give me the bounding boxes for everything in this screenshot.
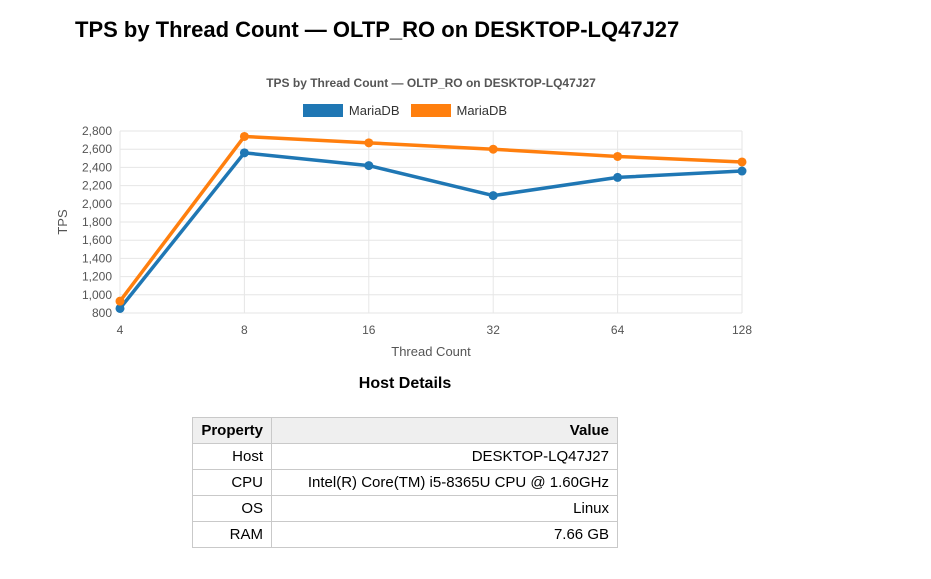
page-title: TPS by Thread Count — OLTP_RO on DESKTOP… — [75, 17, 680, 42]
x-axis-title: Thread Count — [391, 344, 471, 359]
value-cell: Linux — [271, 495, 618, 522]
chart-legend: MariaDB MariaDB — [60, 103, 750, 118]
x-tick-label: 32 — [487, 323, 501, 337]
table-row-host: Host DESKTOP-LQ47J27 — [192, 443, 618, 470]
column-header-property: Property — [192, 417, 272, 444]
table-row-os: OS Linux — [192, 495, 618, 522]
column-header-value: Value — [271, 417, 618, 444]
value-cell: Intel(R) Core(TM) i5-8365U CPU @ 1.60GHz — [271, 469, 618, 496]
y-tick-label: 1,600 — [82, 233, 112, 247]
data-point[interactable] — [488, 144, 498, 154]
value-cell: DESKTOP-LQ47J27 — [271, 443, 618, 470]
data-point[interactable] — [613, 151, 623, 161]
value-cell: 7.66 GB — [271, 521, 618, 548]
legend-swatch-blue — [302, 104, 343, 117]
data-point[interactable] — [737, 157, 747, 167]
legend-item-mariadb-blue[interactable]: MariaDB — [302, 103, 400, 118]
data-point[interactable] — [239, 148, 249, 158]
data-point[interactable] — [364, 138, 374, 148]
data-point[interactable] — [613, 172, 623, 182]
y-tick-label: 2,800 — [82, 124, 112, 138]
y-tick-label: 1,400 — [82, 251, 112, 265]
data-point[interactable] — [364, 161, 374, 171]
legend-item-mariadb-orange[interactable]: MariaDB — [410, 103, 508, 118]
y-tick-label: 2,600 — [82, 142, 112, 156]
table-row-ram: RAM 7.66 GB — [192, 521, 618, 548]
data-point[interactable] — [488, 191, 498, 201]
chart-title: TPS by Thread Count — OLTP_RO on DESKTOP… — [266, 76, 596, 90]
x-tick-label: 128 — [732, 323, 752, 337]
line-chart-canvas: 800 1,000 1,200 1,400 1,600 1,800 2,000 2,200 2,… — [55, 124, 752, 359]
y-tick-label: 800 — [92, 306, 112, 320]
y-tick-label: 2,400 — [82, 160, 112, 174]
data-point[interactable] — [737, 166, 747, 176]
x-tick-label: 16 — [362, 323, 376, 337]
y-axis-title: TPS — [55, 209, 70, 235]
property-cell: CPU — [192, 469, 272, 496]
series-line-mariadb-1[interactable] — [118, 134, 744, 303]
y-tick-label: 1,000 — [82, 288, 112, 302]
legend-label: MariaDB — [348, 103, 400, 118]
x-tick-label: 4 — [117, 323, 124, 337]
legend-swatch-orange — [410, 104, 451, 117]
data-point[interactable] — [239, 131, 249, 141]
host-details-table: Property Value Host DESKTOP-LQ47J27 CPU … — [192, 417, 618, 548]
property-cell: Host — [192, 443, 272, 470]
host-details-heading: Host Details — [358, 375, 452, 392]
x-tick-label: 64 — [611, 323, 625, 337]
property-cell: OS — [192, 495, 272, 522]
y-tick-label: 1,800 — [82, 215, 112, 229]
property-cell: RAM — [192, 521, 272, 548]
y-tick-label: 1,200 — [82, 270, 112, 284]
y-tick-label: 2,000 — [82, 197, 112, 211]
x-tick-label: 8 — [241, 323, 248, 337]
table-header-row: Property Value — [192, 417, 618, 444]
legend-label: MariaDB — [456, 103, 508, 118]
y-tick-label: 2,200 — [82, 179, 112, 193]
series-line-mariadb-0[interactable] — [118, 151, 744, 311]
table-row-cpu: CPU Intel(R) Core(TM) i5-8365U CPU @ 1.6… — [192, 469, 618, 496]
data-point[interactable] — [115, 296, 125, 306]
data-point[interactable] — [115, 303, 125, 313]
